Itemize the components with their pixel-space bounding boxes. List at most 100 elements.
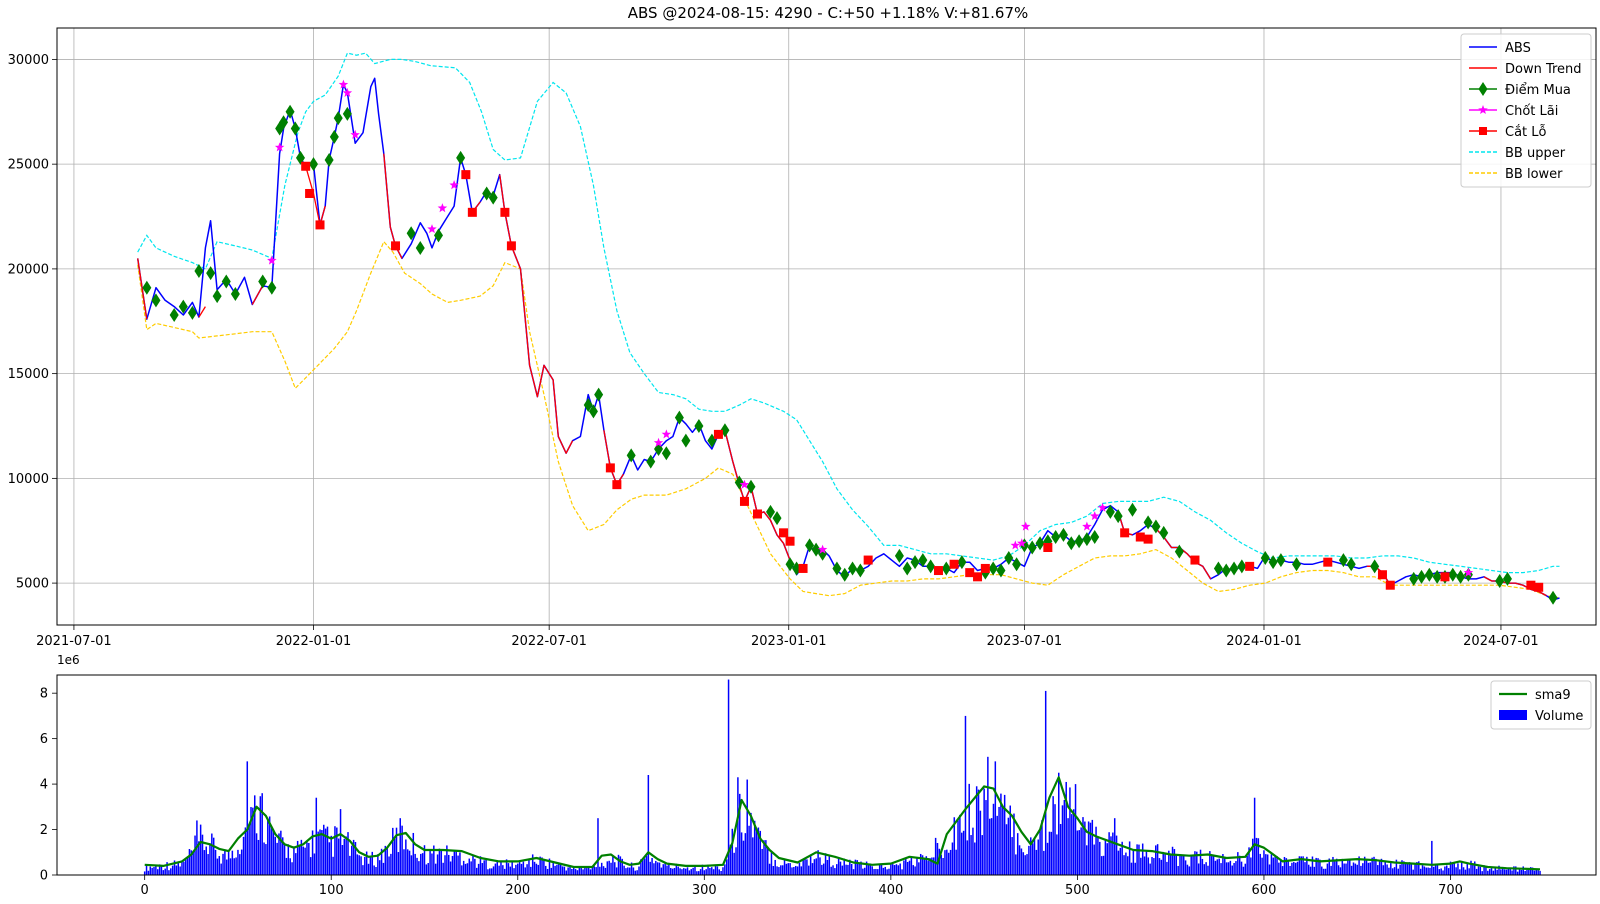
volume-bar (1246, 855, 1248, 875)
volume-bar (1464, 869, 1467, 875)
volume-bar (1436, 864, 1439, 875)
volume-bar (755, 828, 758, 875)
volume-bar (1466, 864, 1469, 875)
buy-marker (1127, 502, 1137, 517)
volume-bar (772, 866, 775, 875)
volume-bar (748, 825, 750, 875)
volume-bar (1287, 859, 1289, 875)
volume-bar (1222, 854, 1224, 875)
volume-bar (311, 830, 314, 875)
down-trend-segment (603, 430, 624, 486)
volume-bar (205, 846, 207, 875)
volume-bar (1291, 862, 1293, 875)
take-profit-marker (661, 429, 672, 439)
volume-bar (1138, 844, 1140, 875)
volume-bar (1102, 855, 1105, 875)
stop-loss-marker (965, 568, 975, 578)
x-tick-label: 2023-01-01 (751, 634, 827, 649)
volume-bar (586, 868, 588, 875)
volume-bar (1261, 857, 1263, 875)
volume-bar (341, 844, 344, 875)
stop-loss-marker (1534, 582, 1544, 592)
volume-bar (168, 870, 170, 875)
volume-bar (863, 867, 866, 875)
buy-marker (1074, 534, 1084, 549)
volume-bar (1369, 862, 1372, 875)
volume-bar (1438, 869, 1441, 875)
volume-bar (655, 860, 657, 875)
volume-bar (1490, 868, 1493, 875)
volume-bar (1000, 793, 1002, 875)
volume-bar (1175, 855, 1178, 875)
buy-marker (178, 299, 188, 314)
volume-bar (483, 860, 485, 875)
volume-bar (433, 845, 435, 875)
volume-bar (996, 815, 998, 875)
volume-bar (1382, 865, 1385, 875)
volume-bar (239, 854, 241, 875)
volume-bar (498, 865, 500, 875)
buy-marker (1051, 530, 1061, 545)
volume-bar (453, 850, 456, 875)
volume-bar (1529, 867, 1532, 875)
volume-bar (350, 845, 353, 875)
volume-bar (744, 833, 747, 875)
buy-marker (1113, 509, 1123, 524)
volume-bar (332, 856, 334, 875)
volume-bar (903, 860, 905, 875)
volume-bar (1166, 861, 1168, 875)
volume-bar (427, 863, 429, 875)
buy-marker (1548, 590, 1558, 605)
volume-bar (1085, 845, 1088, 875)
volume-bar (345, 836, 347, 875)
volume-bar (1240, 861, 1243, 875)
volume-bar (781, 865, 784, 875)
volume-bar (171, 865, 174, 875)
volume-bar (158, 864, 161, 875)
volume-bar (371, 851, 374, 875)
stop-loss-marker (506, 241, 516, 251)
buy-marker (212, 289, 222, 304)
volume-bar (474, 858, 476, 875)
volume-bar (929, 858, 931, 875)
volume-bar (919, 853, 922, 875)
volume-bar (535, 863, 538, 875)
volume-bar (531, 854, 534, 875)
volume-bar (1136, 844, 1138, 875)
volume-bar (229, 858, 232, 875)
volume-bar (694, 865, 696, 875)
volume-bar (494, 863, 497, 875)
volume-bar (1520, 869, 1523, 875)
stop-loss-marker (785, 536, 795, 546)
volume-bar (1218, 858, 1220, 875)
volume-bar (942, 857, 944, 875)
volume-bar (1298, 856, 1301, 875)
volume-bar (806, 859, 808, 875)
volume-bar (1537, 870, 1539, 875)
volume-bar (545, 865, 547, 875)
volume-bar (740, 832, 743, 875)
take-profit-marker (653, 437, 664, 447)
volume-bar (571, 868, 573, 875)
volume-bar (365, 851, 368, 875)
volume-bar (507, 863, 510, 875)
volume-bar (1460, 860, 1463, 875)
volume-bar (1043, 850, 1045, 875)
volume-bar (224, 849, 226, 875)
stop-loss-marker (1377, 570, 1387, 580)
volume-bar (849, 859, 851, 875)
volume-bar (403, 849, 405, 875)
volume-bar (1380, 858, 1383, 875)
volume-bar (587, 867, 590, 875)
volume-bar (449, 861, 452, 875)
volume-bar (1507, 868, 1510, 875)
volume-frame (56, 674, 1597, 876)
volume-bar (347, 832, 349, 875)
volume-bar (735, 847, 737, 875)
volume-bar (1253, 797, 1256, 875)
volume-bar (285, 857, 288, 875)
volume-bar (893, 865, 896, 875)
volume-bar (1026, 854, 1028, 875)
volume-bar (765, 840, 767, 875)
